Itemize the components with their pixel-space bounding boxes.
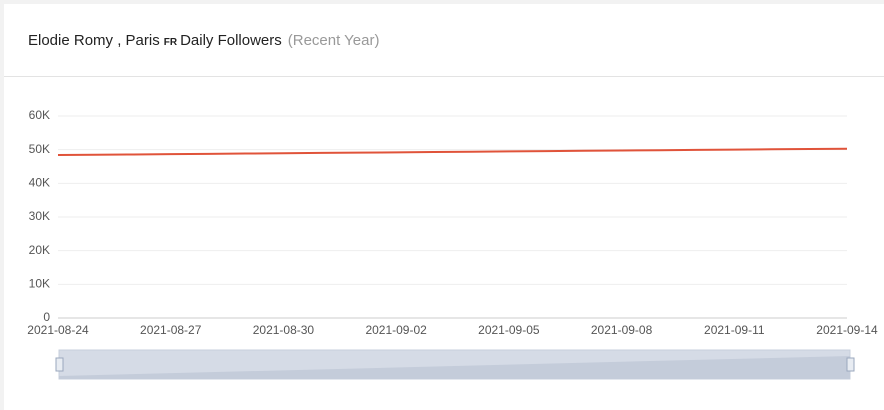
country-badge: FR xyxy=(163,37,178,48)
x-tick-label: 2021-08-24 xyxy=(27,323,89,337)
y-tick-label: 30K xyxy=(29,209,50,223)
x-tick-label: 2021-08-30 xyxy=(253,323,315,337)
y-tick-label: 0 xyxy=(43,310,50,324)
y-tick-label: 10K xyxy=(29,277,50,291)
x-tick-label: 2021-09-02 xyxy=(365,323,427,337)
x-tick-label: 2021-09-14 xyxy=(816,323,878,337)
x-tick-label: 2021-08-27 xyxy=(140,323,202,337)
x-tick-label: 2021-09-08 xyxy=(591,323,653,337)
subtitle: (Recent Year) xyxy=(287,32,380,49)
zoom-handle-left[interactable] xyxy=(55,357,64,372)
header: Elodie Romy , Paris FR Daily Followers (Rec… xyxy=(28,32,380,49)
zoom-preview xyxy=(59,356,850,379)
x-tick-label: 2021-09-05 xyxy=(478,323,540,337)
y-tick-label: 50K xyxy=(29,142,50,156)
line-series xyxy=(57,147,848,157)
divider xyxy=(4,76,884,77)
x-tick-label: 2021-09-11 xyxy=(704,323,765,337)
y-tick-label: 20K xyxy=(29,243,50,257)
card: Elodie Romy , Paris FR Daily Followers (Rec… xyxy=(4,4,884,410)
chart-title: Elodie Romy , Paris xyxy=(28,32,160,49)
y-tick-label: 40K xyxy=(29,176,50,190)
y-tick-label: 60K xyxy=(29,108,50,122)
title-suffix: Daily Followers xyxy=(180,32,282,49)
zoom-handle-right[interactable] xyxy=(846,357,855,372)
data-zoom[interactable] xyxy=(55,349,855,380)
